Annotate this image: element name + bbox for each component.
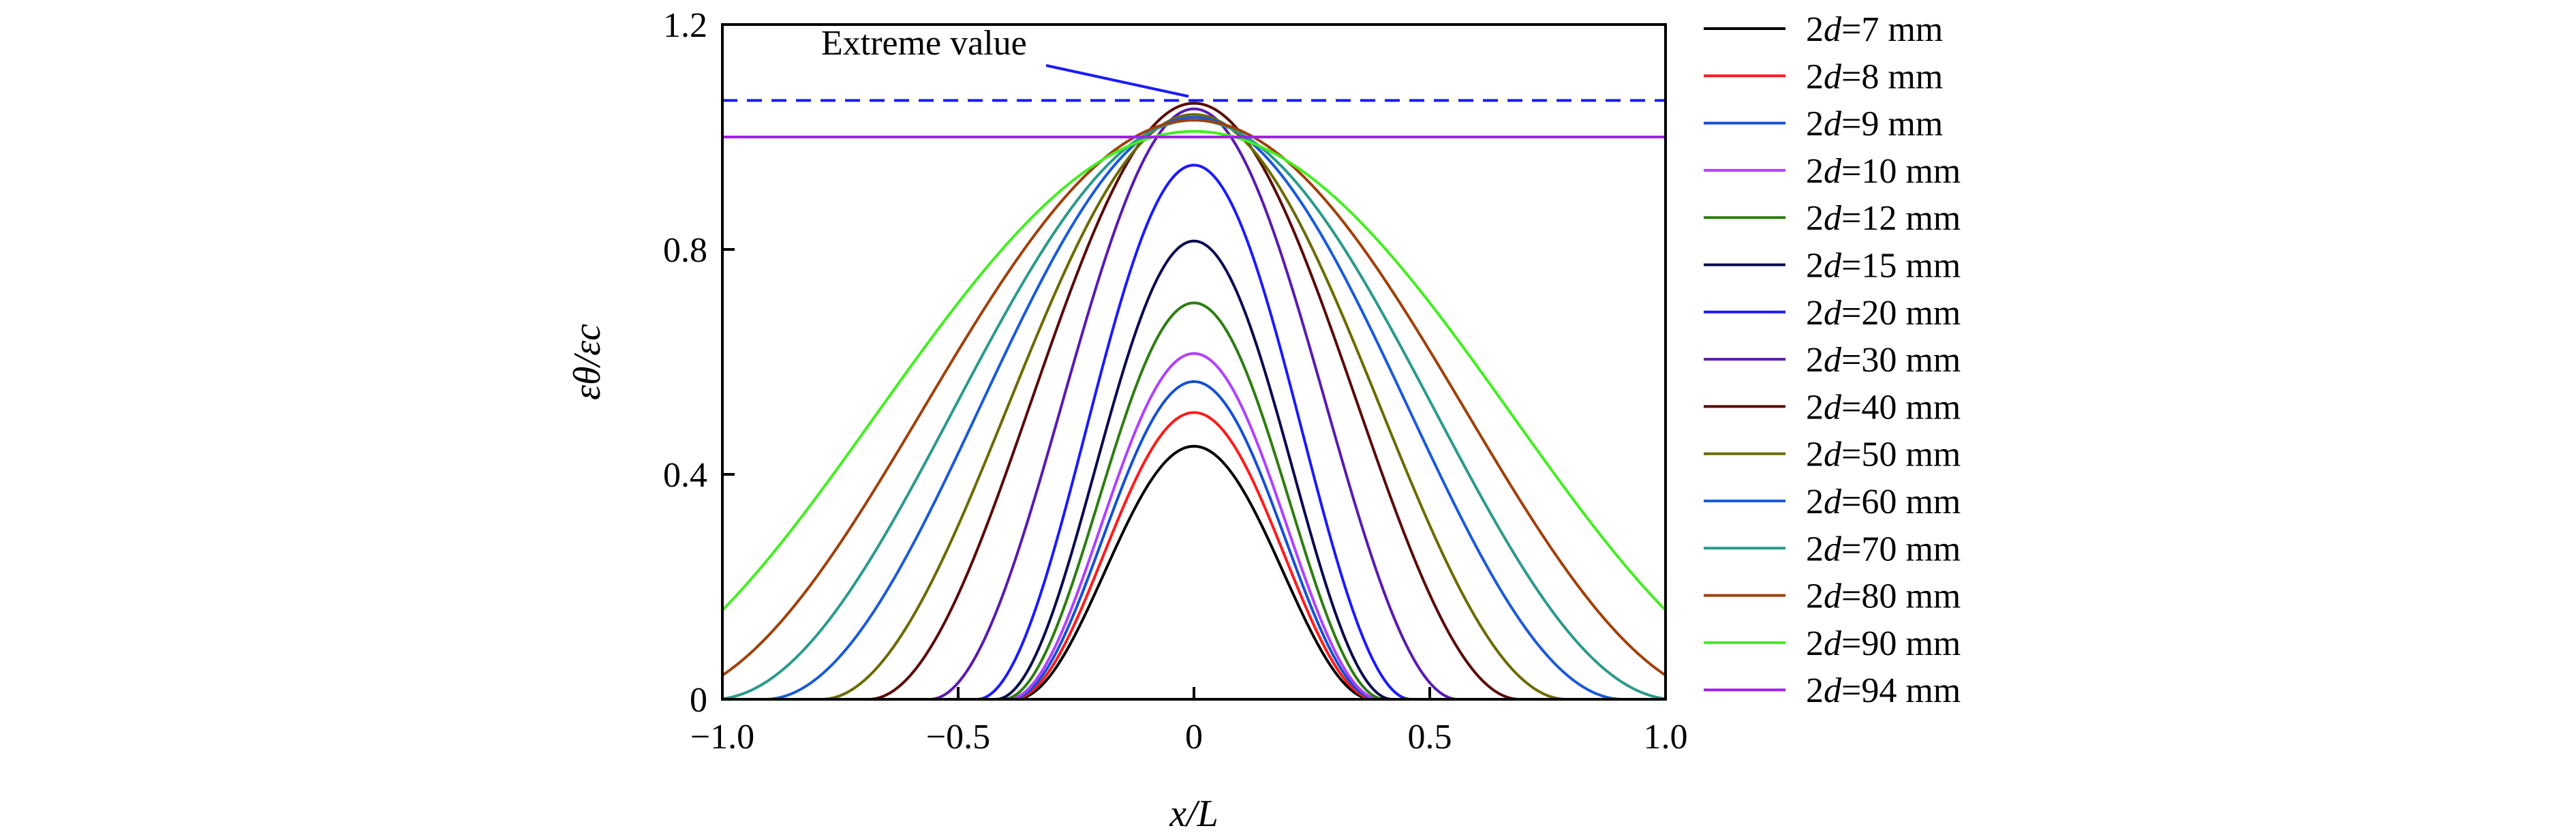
x-tick-label: −1.0 [690, 718, 754, 757]
series-line-2d-70-mm [722, 119, 1666, 699]
legend-label-2d-30-mm: 2d=30 mm [1806, 341, 1961, 380]
x-tick-label: −0.5 [926, 718, 990, 757]
series-line-2d-8-mm [722, 411, 1666, 699]
legend-label-2d-10-mm: 2d=10 mm [1806, 152, 1961, 191]
series-line-2d-80-mm [722, 119, 1666, 677]
legend-label-2d-8-mm: 2d=8 mm [1806, 57, 1943, 96]
series-line-2d-30-mm [722, 107, 1666, 699]
annotation-arrow [1045, 64, 1189, 98]
y-tick-label: 0.4 [663, 456, 707, 495]
series-line-2d-12-mm [722, 301, 1666, 699]
x-tick-label: 0 [1185, 718, 1203, 757]
y-axis-title: εθ/εc [566, 324, 609, 400]
legend-label-2d-40-mm: 2d=40 mm [1806, 388, 1961, 427]
series-line-2d-10-mm [722, 352, 1666, 699]
legend-label-2d-94-mm: 2d=94 mm [1806, 671, 1961, 710]
series-line-2d-40-mm [722, 102, 1666, 699]
x-axis-title: x/L [1169, 793, 1218, 835]
x-tick-label: 0.5 [1408, 718, 1452, 757]
series-line-2d-50-mm [722, 112, 1666, 699]
y-tick-label: 1.2 [663, 6, 707, 45]
legend-label-2d-7-mm: 2d=7 mm [1806, 10, 1943, 49]
series-line-2d-60-mm [722, 116, 1666, 699]
x-tick-label: 1.0 [1644, 718, 1688, 757]
series-line-2d-90-mm [722, 129, 1666, 611]
series-line-2d-9-mm [722, 380, 1666, 699]
legend-label-2d-70-mm: 2d=70 mm [1806, 530, 1961, 568]
legend-label-2d-50-mm: 2d=50 mm [1806, 436, 1961, 474]
series-line-2d-20-mm [722, 164, 1666, 699]
legend-label-2d-90-mm: 2d=90 mm [1806, 624, 1961, 663]
y-tick-label: 0.8 [663, 231, 707, 270]
legend-label-2d-12-mm: 2d=12 mm [1806, 199, 1961, 238]
legend-label-2d-15-mm: 2d=15 mm [1806, 247, 1961, 286]
legend-label-2d-80-mm: 2d=80 mm [1806, 577, 1961, 616]
legend-label-2d-9-mm: 2d=9 mm [1806, 105, 1943, 144]
y-tick-label: 0 [690, 681, 707, 720]
series-line-2d-7-mm [722, 444, 1666, 699]
plot-frame [721, 23, 1667, 701]
legend-label-2d-20-mm: 2d=20 mm [1806, 294, 1961, 333]
series-line-2d-15-mm [722, 239, 1666, 699]
legend-label-2d-60-mm: 2d=60 mm [1806, 483, 1961, 521]
extreme-value-annotation: Extreme value [821, 24, 1027, 63]
